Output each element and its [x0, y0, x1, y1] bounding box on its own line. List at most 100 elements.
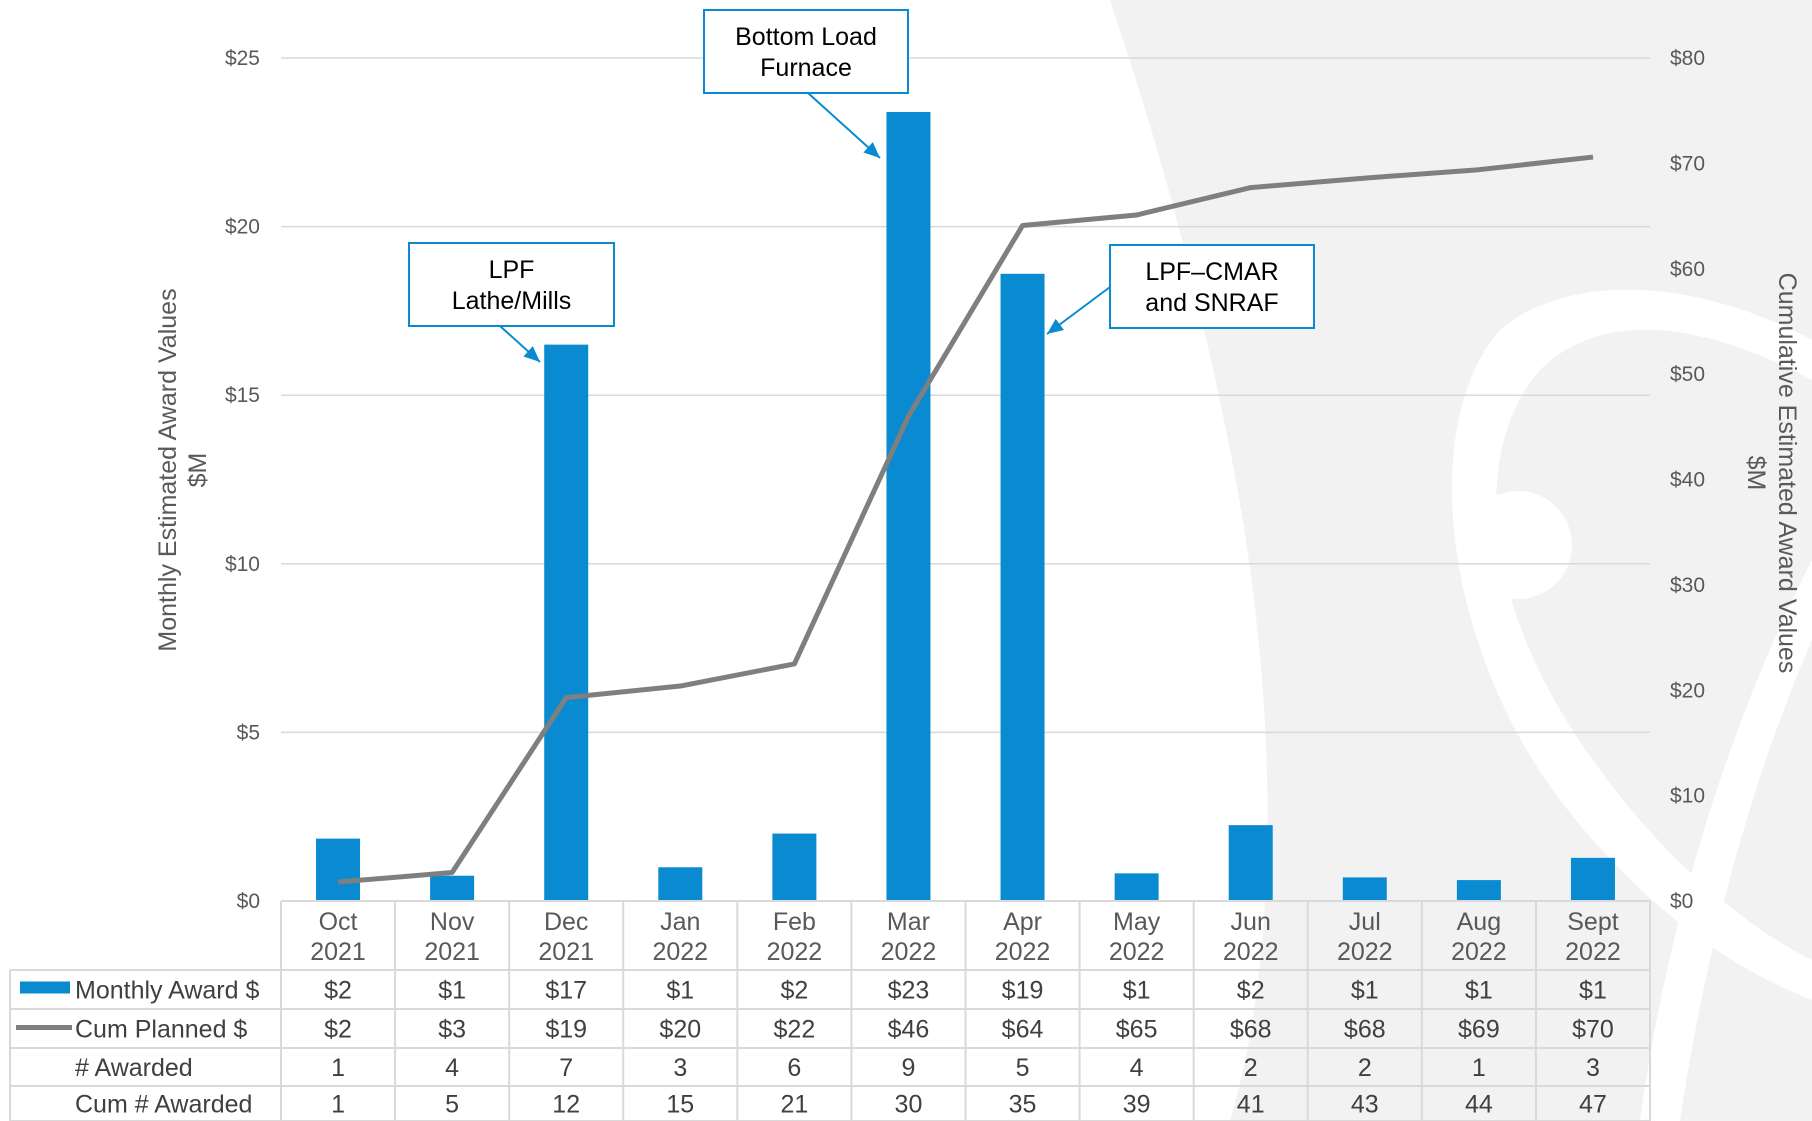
- table-cell: 4: [1130, 1054, 1144, 1082]
- table-cell: $69: [1458, 1016, 1500, 1044]
- right-axis-title: Cumulative Estimated Award Values: [1773, 273, 1801, 674]
- category-label-month: Jul: [1349, 908, 1381, 936]
- category-label-month: Oct: [319, 908, 358, 936]
- category-label-year: 2022: [881, 938, 937, 966]
- callout-box: [1109, 244, 1315, 329]
- category-label-year: 2022: [1223, 938, 1279, 966]
- left-axis-tick-label: $20: [225, 216, 260, 239]
- category-label-month: Jun: [1231, 908, 1271, 936]
- right-axis-tick-label: $20: [1670, 679, 1705, 702]
- table-row-label: # Awarded: [75, 1054, 193, 1082]
- callout-leader: [807, 92, 881, 159]
- table-cell: $23: [888, 977, 930, 1005]
- table-cell: $46: [888, 1016, 930, 1044]
- left-axis-tick-label: $5: [237, 721, 260, 744]
- table-cell: $65: [1116, 1016, 1158, 1044]
- category-label-month: Feb: [773, 908, 816, 936]
- table-row-label-text: Cum Planned $: [75, 1016, 247, 1044]
- bar-jul-2022: [1342, 877, 1387, 901]
- category-label-year: 2022: [1109, 938, 1165, 966]
- left-axis-tick-label: $0: [237, 890, 260, 913]
- category-label-month: Jan: [660, 908, 700, 936]
- line-point: [1478, 169, 1480, 171]
- callout-2: LPF Lathe/Mills: [408, 242, 615, 363]
- line-point: [679, 685, 681, 687]
- table-cell: 21: [780, 1091, 808, 1119]
- cum-planned-line: [337, 154, 1594, 885]
- table-cell: $1: [1123, 977, 1151, 1005]
- table-cell: $22: [774, 1016, 816, 1044]
- table-cell: $1: [666, 977, 694, 1005]
- category-label-month: May: [1113, 908, 1161, 936]
- callout-1: Bottom Load Furnace: [703, 9, 909, 159]
- table-cell: 15: [666, 1091, 694, 1119]
- table-cell: 2: [1358, 1054, 1372, 1082]
- table-cell: $19: [1002, 977, 1044, 1005]
- table-cell: 43: [1351, 1091, 1379, 1119]
- category-label-year: 2022: [767, 938, 823, 966]
- bar-aug-2022: [1456, 880, 1501, 901]
- gridlines: [281, 57, 1650, 734]
- table-row-label: Cum Planned $: [16, 1016, 247, 1044]
- table-cell: 39: [1123, 1091, 1151, 1119]
- bar-mar-2022: [886, 111, 931, 901]
- callout-text: and SNRAF: [1145, 289, 1278, 317]
- table-cell: $68: [1230, 1016, 1272, 1044]
- table-cell: 12: [552, 1091, 580, 1119]
- table-cell: 47: [1579, 1091, 1607, 1119]
- callout-arrowhead: [523, 346, 540, 362]
- table-cell: $1: [438, 977, 466, 1005]
- category-label-year: 2022: [995, 938, 1051, 966]
- table-cell: 5: [445, 1091, 459, 1119]
- line-series: [337, 154, 1594, 885]
- line-point: [907, 415, 909, 417]
- bar-nov-2021: [430, 875, 475, 901]
- line-point: [565, 697, 567, 699]
- table-cell: 35: [1009, 1091, 1037, 1119]
- category-label-year: 2021: [424, 938, 480, 966]
- category-label-month: Mar: [887, 908, 930, 936]
- table-cell: $19: [545, 1016, 587, 1044]
- right-axis-tick-label: $40: [1670, 469, 1705, 492]
- right-axis-tick-label: $10: [1670, 785, 1705, 808]
- line-point: [451, 872, 453, 874]
- legend-bar-key: [20, 981, 70, 994]
- data-table: Oct2021Nov2021Dec2021Jan2022Feb2022Mar20…: [9, 900, 1651, 1121]
- callout-text: Bottom Load: [735, 23, 877, 51]
- line-point: [1364, 177, 1366, 179]
- table-cell: 1: [1472, 1054, 1486, 1082]
- callout-text: LPF–CMAR: [1145, 258, 1278, 286]
- table-row-label: Monthly Award $: [20, 977, 259, 1005]
- callout-arrowhead: [1047, 318, 1065, 334]
- table-cell: $1: [1465, 977, 1493, 1005]
- bar-feb-2022: [772, 833, 817, 901]
- callout-3: LPF–CMAR and SNRAF: [1046, 244, 1315, 335]
- category-label-month: Apr: [1003, 908, 1042, 936]
- table-row-label-text: Cum # Awarded: [75, 1091, 252, 1119]
- table-row-label: Cum # Awarded: [75, 1091, 252, 1119]
- table-cell: 30: [895, 1091, 923, 1119]
- table-cell: 4: [445, 1054, 459, 1082]
- table-cell: $2: [324, 977, 352, 1005]
- table-cell: $17: [545, 977, 587, 1005]
- category-label-month: Aug: [1457, 908, 1501, 936]
- bar-may-2022: [1114, 873, 1159, 901]
- bar-jun-2022: [1228, 825, 1273, 901]
- category-label-year: 2021: [310, 938, 366, 966]
- callout-text: Furnace: [760, 54, 852, 82]
- callout-box: [703, 9, 909, 94]
- left-axis-tick-label: $10: [225, 553, 260, 576]
- table-cell: 9: [902, 1054, 916, 1082]
- table-cell: $64: [1002, 1016, 1044, 1044]
- line-point: [1022, 225, 1024, 227]
- category-label-year: 2021: [538, 938, 594, 966]
- category-label-month: Sept: [1567, 908, 1618, 936]
- table-cell: $20: [659, 1016, 701, 1044]
- table-cell: $70: [1572, 1016, 1614, 1044]
- callout-text: Lathe/Mills: [452, 287, 572, 315]
- right-axis-tick-label: $80: [1670, 47, 1705, 70]
- table-row-label-text: # Awarded: [75, 1054, 193, 1082]
- table-cell: 3: [673, 1054, 687, 1082]
- table-cell: $1: [1579, 977, 1607, 1005]
- table-cell: 7: [559, 1054, 573, 1082]
